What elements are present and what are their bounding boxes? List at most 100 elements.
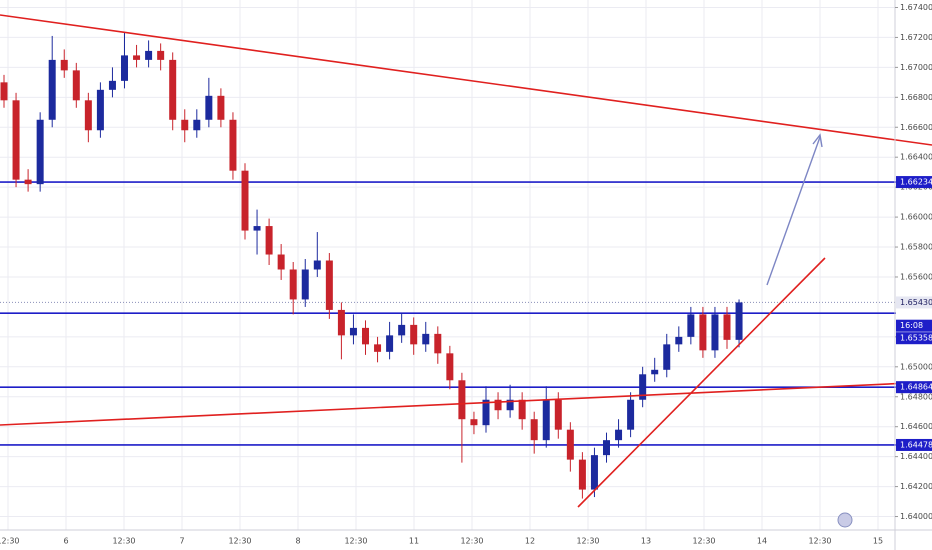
y-tick-label: 1.66600	[900, 123, 932, 132]
x-tick-label: 15	[873, 537, 883, 546]
x-tick-label: 12:30	[344, 537, 367, 546]
candle-body	[506, 399, 514, 411]
y-tick-label: 1.66400	[900, 153, 932, 162]
candle-body	[578, 459, 586, 490]
candle-body	[566, 429, 574, 460]
candle-body	[434, 333, 442, 354]
candle-body	[386, 335, 394, 352]
x-tick-label: 7	[179, 537, 184, 546]
candle-body	[422, 333, 430, 345]
levels	[0, 181, 896, 446]
candle-body	[518, 399, 526, 420]
price-level-label-box	[896, 332, 932, 345]
price-level-label: 1.64478	[900, 440, 932, 449]
candle-body	[639, 374, 647, 400]
candle-body	[169, 59, 177, 120]
candle-body	[651, 369, 659, 375]
x-tick-label: 12:30	[0, 537, 20, 546]
axes: 1.67400 1.67200 1.67000 1.66800 1.66600 1.664…	[0, 3, 932, 546]
candle-body	[313, 260, 321, 270]
candle-body	[241, 170, 249, 231]
candle-body	[603, 440, 610, 456]
trend-line	[577, 257, 826, 508]
candle-body	[24, 179, 32, 185]
candle-body	[48, 59, 56, 120]
candle-body	[374, 344, 382, 352]
candle-body	[253, 226, 261, 231]
candle-body	[675, 336, 683, 345]
price-level-label-box	[896, 438, 932, 451]
trend-line	[0, 14, 932, 146]
candle-body	[205, 95, 213, 120]
x-tick-label: 12:30	[692, 537, 715, 546]
candle-body	[615, 429, 623, 441]
candle-body	[193, 119, 201, 131]
badge-icon[interactable]	[837, 512, 853, 528]
x-tick-label: 12	[525, 537, 535, 546]
candle-body	[60, 59, 68, 71]
x-tick-label: 14	[757, 537, 767, 546]
candle-body	[494, 399, 502, 411]
candle-body	[711, 314, 719, 351]
countdown-label-box	[896, 319, 932, 332]
candle-body	[663, 344, 671, 370]
candle-body	[735, 302, 743, 340]
candle-body	[530, 419, 538, 441]
y-tick-label: 1.66000	[900, 213, 932, 222]
candle-body	[145, 50, 153, 60]
candle-body	[229, 119, 237, 171]
candle-body	[72, 70, 80, 101]
candle-body	[410, 324, 418, 345]
candle-body	[482, 399, 490, 426]
candle-body	[687, 314, 695, 337]
candle-body	[12, 100, 20, 180]
candle-body	[121, 55, 128, 81]
candle-body	[133, 55, 141, 60]
countdown-label: 16:08	[900, 321, 923, 330]
candle-body	[265, 226, 273, 255]
x-tick-label: 12:30	[460, 537, 483, 546]
candle-body	[301, 269, 309, 300]
candle-body	[470, 419, 478, 426]
candle-body	[627, 399, 635, 430]
grid	[0, 0, 895, 530]
candle-body	[446, 353, 454, 381]
y-tick-label: 1.64000	[900, 512, 932, 521]
candle-body	[554, 399, 562, 430]
y-tick-label: 1.65000	[900, 362, 932, 371]
candle-body	[289, 269, 297, 300]
candle-body	[542, 399, 550, 441]
y-tick-label: 1.66800	[900, 93, 932, 102]
candle-body	[349, 327, 357, 336]
candle-body	[337, 309, 345, 336]
candle-body	[108, 80, 116, 90]
candle-body	[157, 50, 165, 60]
trend-line	[0, 381, 932, 426]
x-tick-label: 8	[295, 537, 300, 546]
last-price-label-box	[896, 296, 932, 309]
arrow-head	[812, 133, 823, 148]
y-tick-label: 1.64400	[900, 452, 932, 461]
candles	[0, 32, 743, 499]
x-tick-label: 6	[63, 537, 68, 546]
last-price-label: 1.65430	[900, 298, 932, 307]
y-tick-label: 1.65600	[900, 272, 932, 281]
candle-body	[36, 119, 44, 185]
candle-body	[723, 314, 731, 340]
candle-body	[458, 380, 466, 420]
price-level-label: 1.64864	[900, 383, 932, 392]
price-level-label-box	[896, 176, 932, 189]
candle-body	[217, 95, 225, 120]
x-tick-label: 12:30	[808, 537, 831, 546]
y-tick-label: 1.64600	[900, 422, 932, 431]
candle-body	[181, 119, 189, 131]
y-tick-label: 1.67000	[900, 63, 932, 72]
x-tick-label: 12:30	[576, 537, 599, 546]
y-tick-label: 1.65800	[900, 243, 932, 252]
price-level-label-box	[896, 381, 932, 394]
x-tick-label: 12:30	[228, 537, 251, 546]
y-tick-label: 1.64800	[900, 392, 932, 401]
candle-body	[590, 455, 598, 490]
candle-body	[398, 324, 406, 336]
